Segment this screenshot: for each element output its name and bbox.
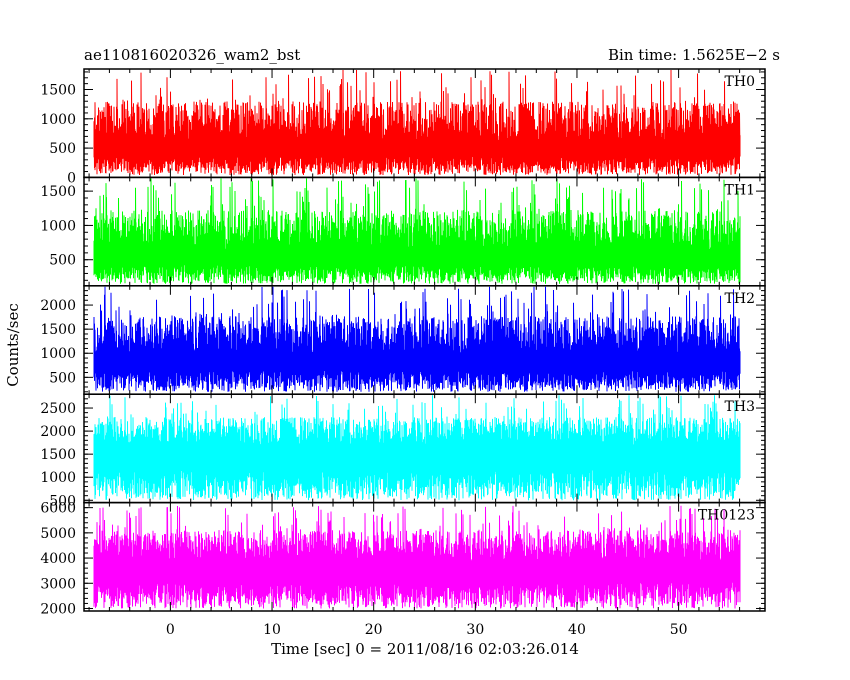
x-tick-label: 0 [166, 622, 175, 638]
y-tick-label: 0 [67, 170, 76, 186]
y-tick-label: 500 [49, 370, 76, 386]
y-tick-label: 500 [49, 141, 76, 157]
x-tick-label: 10 [263, 622, 281, 638]
bin-time-label: Bin time: 1.5625E−2 s [608, 46, 780, 64]
panel-th2-label: TH2 [725, 291, 755, 307]
panel-th0-label: TH0 [725, 74, 755, 90]
y-tick-label: 1500 [40, 83, 76, 99]
x-tick-label: 40 [568, 622, 586, 638]
y-tick-label: 1500 [40, 322, 76, 338]
y-tick-label: 500 [49, 493, 76, 509]
panel-th0123-frame [83, 501, 766, 612]
y-tick-label: 500 [49, 253, 76, 269]
x-tick-label: 30 [466, 622, 484, 638]
y-axis-label: Counts/sec [4, 303, 22, 387]
series-th1-trace [93, 178, 741, 284]
y-tick-label: 2000 [40, 601, 76, 617]
observation-id-title: ae110816020326_wam2_bst [84, 46, 300, 64]
y-tick-label: 1000 [40, 112, 76, 128]
y-tick-label: 4000 [40, 551, 76, 567]
series-th2-trace [93, 286, 741, 392]
y-tick-label: 3000 [40, 576, 76, 592]
panel-th1-label: TH1 [725, 182, 755, 198]
panels-group: TH0050010001500TH150010001500TH250010001… [40, 68, 766, 638]
y-tick-label: 2000 [40, 298, 76, 314]
y-tick-label: 1500 [40, 447, 76, 463]
y-tick-label: 6000 [40, 501, 76, 517]
x-tick-label: 50 [670, 622, 688, 638]
panel-th0123-label: TH0123 [698, 508, 755, 524]
y-tick-label: 1000 [40, 218, 76, 234]
y-tick-label: 2000 [40, 424, 76, 440]
series-th0123-trace [93, 505, 741, 609]
series-th3-trace [93, 395, 741, 501]
y-tick-label: 1000 [40, 346, 76, 362]
x-axis-label: Time [sec] 0 = 2011/08/16 02:03:26.014 [271, 640, 579, 658]
series-th0-trace [93, 69, 741, 176]
y-tick-label: 1500 [40, 184, 76, 200]
y-tick-label: 5000 [40, 526, 76, 542]
y-tick-label: 1000 [40, 470, 76, 486]
x-tick-label: 20 [365, 622, 383, 638]
y-tick-label: 2500 [40, 401, 76, 417]
panel-th3-label: TH3 [725, 399, 755, 415]
